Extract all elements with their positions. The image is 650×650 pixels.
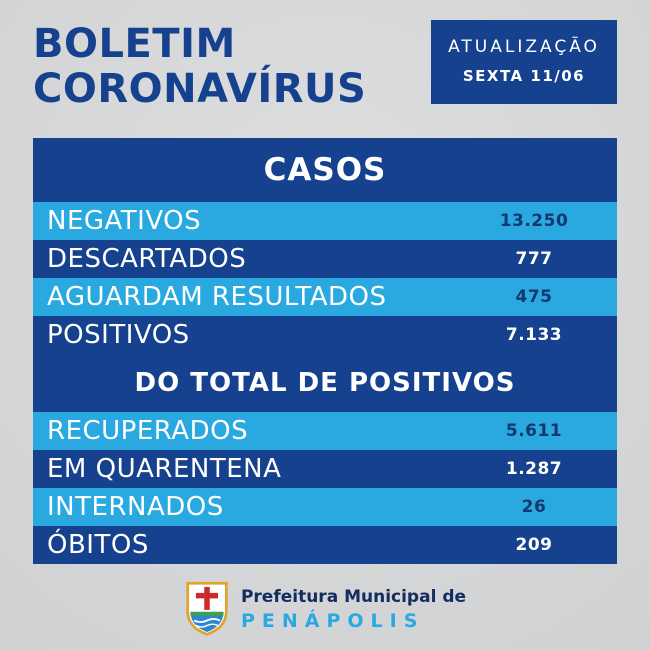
section-header-total-positivos: DO TOTAL DE POSITIVOS [33, 353, 617, 412]
stat-value: 26 [521, 496, 547, 517]
page-title: BOLETIM CORONAVÍRUS [33, 22, 366, 112]
stat-value: 777 [515, 248, 553, 269]
title-line-2: CORONAVÍRUS [33, 65, 367, 112]
stat-row-aguardam-resultados: AGUARDAM RESULTADOS 475 [33, 277, 617, 316]
org-line-1: Prefeitura Municipal de [240, 586, 467, 607]
update-label: ATUALIZAÇÃO [448, 37, 600, 57]
stat-label: RECUPERADOS [47, 415, 249, 446]
stat-label: DESCARTADOS [47, 243, 247, 274]
cases-table: CASOS NEGATIVOS 13.250 DESCARTADOS 777 A… [33, 137, 617, 564]
stat-value: 1.287 [505, 458, 563, 479]
stat-value: 5.611 [505, 420, 563, 441]
city-crest-icon [186, 581, 228, 636]
stat-value: 475 [515, 286, 553, 307]
stat-value: 7.133 [505, 324, 563, 345]
footer: Prefeitura Municipal de PENÁPOLIS [0, 580, 650, 638]
title-line-1: BOLETIM [33, 21, 236, 67]
stat-row-negativos: NEGATIVOS 13.250 [33, 201, 617, 240]
stat-row-em-quarentena: EM QUARENTENA 1.287 [33, 449, 617, 488]
org-text: Prefeitura Municipal de PENÁPOLIS [241, 587, 466, 632]
stat-label: AGUARDAM RESULTADOS [47, 281, 387, 312]
bulletin-header: BOLETIM CORONAVÍRUS ATUALIZAÇÃO SEXTA 11… [33, 20, 617, 112]
stat-row-obitos: ÓBITOS 209 [33, 525, 617, 564]
stat-row-positivos: POSITIVOS 7.133 [33, 315, 617, 354]
stat-row-descartados: DESCARTADOS 777 [33, 239, 617, 278]
stat-label: ÓBITOS [47, 529, 149, 560]
update-date: SEXTA 11/06 [462, 67, 586, 85]
stat-label: NEGATIVOS [47, 205, 202, 236]
stat-value: 13.250 [499, 210, 569, 231]
update-badge: ATUALIZAÇÃO SEXTA 11/06 [431, 20, 617, 104]
stat-label: INTERNADOS [47, 491, 224, 522]
section-header-casos: CASOS [33, 137, 617, 202]
stat-label: EM QUARENTENA [47, 453, 282, 484]
org-line-2: PENÁPOLIS [240, 609, 425, 632]
stat-row-internados: INTERNADOS 26 [33, 487, 617, 526]
stat-value: 209 [515, 534, 553, 555]
stat-row-recuperados: RECUPERADOS 5.611 [33, 411, 617, 450]
stat-label: POSITIVOS [47, 319, 190, 350]
